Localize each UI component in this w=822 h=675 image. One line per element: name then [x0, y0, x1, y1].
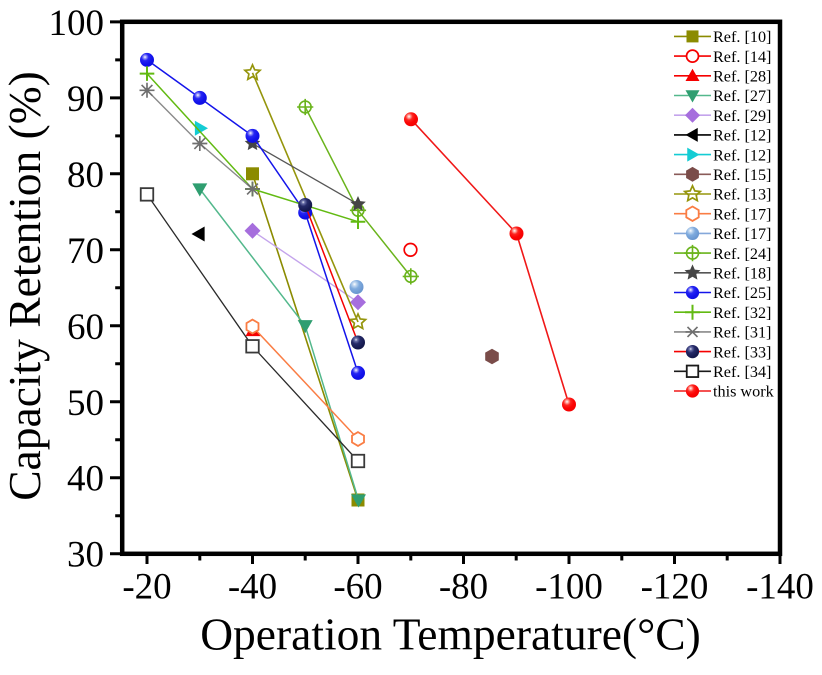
svg-text:50: 50 [67, 383, 104, 424]
svg-text:40: 40 [67, 459, 104, 500]
svg-text:Operation Temperature(°C): Operation Temperature(°C) [200, 609, 701, 660]
svg-text:100: 100 [49, 3, 105, 44]
svg-text:Ref. [17]: Ref. [17] [713, 205, 771, 223]
svg-text:Capacity Retention (%): Capacity Retention (%) [0, 71, 50, 501]
svg-text:Ref. [12]: Ref. [12] [713, 146, 771, 164]
svg-text:Ref. [31]: Ref. [31] [713, 324, 771, 342]
svg-text:Ref. [29]: Ref. [29] [713, 107, 771, 125]
svg-text:-80: -80 [439, 567, 488, 608]
svg-text:Ref. [32]: Ref. [32] [713, 304, 771, 322]
svg-text:Ref. [12]: Ref. [12] [713, 127, 771, 145]
svg-text:60: 60 [67, 307, 104, 348]
svg-text:-100: -100 [535, 567, 603, 608]
svg-text:Ref. [15]: Ref. [15] [713, 166, 771, 184]
svg-text:70: 70 [67, 231, 104, 272]
svg-text:Ref. [17]: Ref. [17] [713, 225, 771, 243]
svg-text:-60: -60 [333, 567, 382, 608]
svg-text:-120: -120 [641, 567, 709, 608]
svg-text:80: 80 [67, 155, 104, 196]
svg-text:-140: -140 [746, 567, 814, 608]
svg-text:90: 90 [67, 79, 104, 120]
svg-text:-20: -20 [122, 567, 171, 608]
svg-text:Ref. [25]: Ref. [25] [713, 284, 771, 302]
svg-text:Ref. [10]: Ref. [10] [713, 28, 771, 46]
svg-text:-40: -40 [228, 567, 277, 608]
svg-text:Ref. [34]: Ref. [34] [713, 363, 771, 381]
svg-text:this work: this work [713, 383, 775, 401]
svg-text:Ref. [13]: Ref. [13] [713, 186, 771, 204]
svg-text:Ref. [28]: Ref. [28] [713, 68, 771, 86]
svg-text:Ref. [24]: Ref. [24] [713, 245, 771, 263]
svg-text:Ref. [14]: Ref. [14] [713, 48, 771, 66]
svg-text:30: 30 [67, 535, 104, 576]
svg-text:Ref. [33]: Ref. [33] [713, 343, 771, 361]
svg-text:Ref. [18]: Ref. [18] [713, 265, 771, 283]
svg-text:Ref. [27]: Ref. [27] [713, 87, 771, 105]
